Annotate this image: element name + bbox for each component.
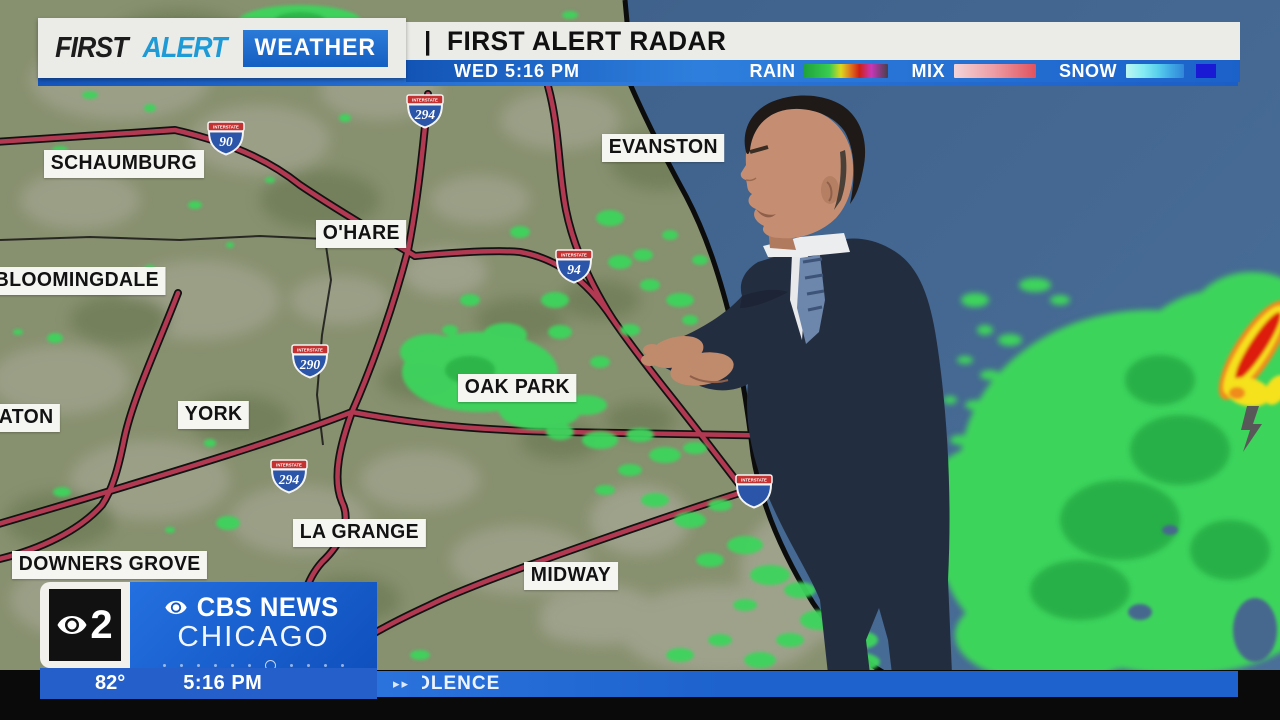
county-border-lines	[0, 234, 333, 446]
svg-text:294: 294	[414, 107, 436, 122]
current-time: 5:16 PM	[183, 672, 263, 694]
svg-text:INTERSTATE: INTERSTATE	[741, 478, 767, 483]
interstate-shield-icon: INTERSTATE 94	[555, 249, 593, 284]
city-label: YORK	[178, 401, 250, 429]
svg-text:INTERSTATE: INTERSTATE	[276, 463, 302, 468]
current-temperature: 82°	[95, 672, 126, 694]
svg-text:INTERSTATE: INTERSTATE	[412, 98, 438, 103]
city-label: MIDWAY	[524, 562, 618, 590]
interstate-shield-icon: INTERSTATE 290	[291, 344, 329, 379]
station-logo-card: 2	[40, 582, 130, 668]
ticker-text: OLENCE	[422, 673, 501, 694]
svg-text:INTERSTATE: INTERSTATE	[213, 125, 239, 130]
interstate-shield-layer: INTERSTATE 90 INTERSTATE 294 INTERSTATE 94 INT…	[207, 94, 773, 509]
decorative-dots	[130, 660, 377, 668]
city-label-layer: SCHAUMBURG EVANSTON O'HARE BLOOMINGDALE OAK …	[0, 134, 725, 590]
weather-status-bar: 82° 5:16 PM	[40, 668, 377, 699]
city-label: ATON	[0, 404, 61, 432]
network-logo-box: CBS NEWS CHICAGO	[130, 582, 377, 668]
city-label: EVANSTON	[602, 134, 725, 162]
network-name: CBS NEWS	[196, 592, 339, 622]
city-label: SCHAUMBURG	[44, 150, 204, 178]
interstate-shield-icon: INTERSTATE 294	[270, 459, 308, 494]
station-number: 2	[90, 603, 113, 647]
city-label: OAK PARK	[458, 374, 577, 402]
interstate-shield-icon: INTERSTATE 90	[207, 121, 245, 156]
city-label: BLOOMINGDALE	[0, 267, 166, 295]
svg-text:94: 94	[567, 262, 581, 277]
lightning-icon	[1241, 406, 1262, 452]
cbs2-logo: 2	[49, 589, 121, 661]
news-ticker: ▸▸ OLENCE	[377, 671, 1238, 697]
city-label: LA GRANGE	[293, 519, 426, 547]
cbs-eye-icon-small	[165, 600, 187, 615]
radar-map	[0, 0, 1280, 674]
interstate-shield-icon: INTERSTATE 294	[406, 94, 444, 129]
svg-text:INTERSTATE: INTERSTATE	[561, 253, 587, 258]
svg-text:290: 290	[299, 357, 321, 372]
network-city: CHICAGO	[177, 621, 330, 653]
cbs-eye-icon	[57, 616, 87, 634]
svg-text:INTERSTATE: INTERSTATE	[297, 348, 323, 353]
svg-text:90: 90	[219, 134, 233, 149]
city-label: DOWNERS GROVE	[12, 551, 208, 579]
interstate-shield-icon: INTERSTATE	[735, 474, 773, 509]
ticker-chevrons-icon: ▸▸	[393, 676, 411, 691]
radar-storm-cell	[922, 272, 1280, 674]
city-label: O'HARE	[316, 220, 407, 248]
svg-text:294: 294	[278, 472, 300, 487]
weatherman	[641, 95, 952, 674]
